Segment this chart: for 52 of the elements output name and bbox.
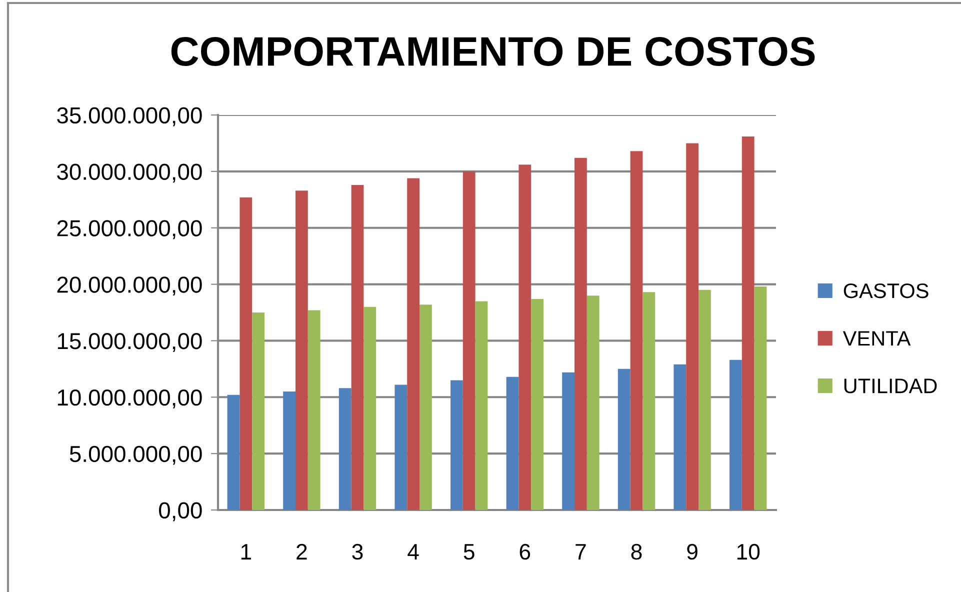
y-tick-label: 20.000.000,00: [57, 276, 202, 296]
bar: [698, 290, 711, 510]
bar: [227, 394, 240, 510]
x-tick-label: 2: [296, 544, 307, 560]
bar: [462, 171, 476, 510]
x-tick-label: 1: [241, 544, 251, 560]
bar: [506, 376, 519, 510]
bar: [531, 298, 544, 510]
y-tick-label: 0,00: [159, 502, 202, 522]
y-tick-label: 10.000.000,00: [58, 389, 202, 408]
bar: [686, 143, 698, 510]
y-tick-label: 35.000.000,00: [57, 107, 202, 126]
y-tick-label: 5.000.000,00: [70, 446, 202, 465]
bar: [562, 372, 574, 510]
x-tick-label: 6: [520, 544, 530, 560]
legend-label: VENTA: [842, 331, 911, 346]
bar: [674, 364, 686, 510]
bar: [364, 306, 376, 510]
bar: [586, 296, 600, 510]
x-tick-label: 3: [352, 544, 363, 560]
bar: [240, 197, 252, 510]
bar: [351, 184, 364, 510]
bar: [475, 301, 488, 510]
legend-label: GASTOS: [844, 283, 928, 298]
x-tick-label: 4: [408, 544, 419, 560]
bar: [754, 286, 767, 510]
bar: [338, 388, 352, 510]
bar: [642, 292, 656, 510]
chart-title: COMPORTAMIENTO DE COSTOS: [171, 36, 815, 66]
legend-label: UTILIDAD: [844, 378, 937, 394]
bar: [630, 151, 643, 510]
x-tick-label: 7: [576, 544, 586, 560]
y-tick-label: 25.000.000,00: [57, 220, 202, 240]
bar: [742, 136, 754, 510]
bar: [420, 304, 432, 510]
bar: [574, 158, 587, 510]
bar: [308, 310, 320, 510]
bar: [518, 164, 532, 510]
x-tick-label: 9: [687, 544, 698, 560]
y-tick-label: 15.000.000,00: [58, 333, 202, 352]
x-tick-label: 5: [464, 544, 474, 560]
y-tick-label: 30.000.000,00: [57, 164, 202, 183]
x-tick-label: 8: [631, 544, 642, 560]
bar: [283, 392, 296, 510]
bar: [296, 190, 308, 510]
bar: [450, 380, 463, 510]
bar: [407, 178, 420, 510]
bar: [252, 312, 264, 510]
bar: [394, 384, 408, 510]
bar: [730, 360, 742, 510]
bar: [618, 368, 630, 510]
x-tick-label: 10: [737, 544, 760, 560]
